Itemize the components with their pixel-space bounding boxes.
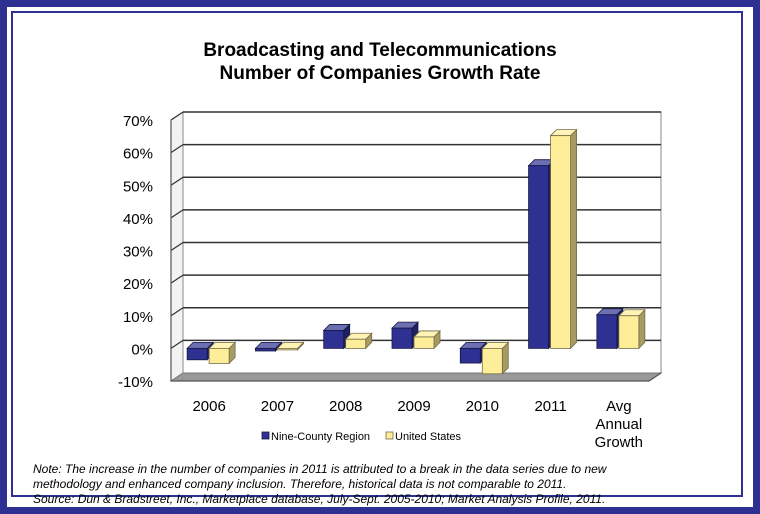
legend-swatch [385,431,394,440]
note-line-2: methodology and enhanced company inclusi… [33,477,567,491]
bar [277,347,298,351]
chart-title: Broadcasting and Telecommunications [203,40,557,61]
gridline-side [170,144,184,154]
y-tick-label: 70% [123,113,153,130]
y-tick-label: -10% [118,374,153,391]
x-tick-label: 2010 [466,398,499,415]
legend-swatch [261,431,270,440]
bar [596,314,618,349]
gridline-side [170,307,184,317]
x-tick-label: 2008 [329,398,362,415]
bar [459,347,481,364]
bar [208,347,230,364]
bar [391,327,413,349]
y-tick-label: 0% [131,341,153,358]
gridline-side [170,339,184,349]
gridline-side [170,176,184,186]
bar-side [570,128,577,350]
x-axis-end [648,372,662,382]
bar [481,347,503,375]
y-tick-label: 60% [123,146,153,163]
inner-frame [11,11,743,497]
y-tick-label: 10% [123,309,153,326]
note-line-1: Note: The increase in the number of comp… [33,462,607,476]
gridline-side [170,242,184,251]
chart-floor [169,372,663,382]
x-tick-label: 2009 [397,398,430,415]
gridline-side [170,274,184,284]
bar [413,336,435,349]
gridline-side [170,111,184,121]
bar-side [638,308,646,350]
y-tick-label: 40% [123,211,153,228]
x-tick-label: 2006 [192,398,225,415]
y-tick-label: 30% [123,244,153,261]
legend-label: United States [395,431,462,443]
x-tick-label: 2007 [261,398,294,415]
x-tick-label: Avg [606,398,632,415]
x-tick-label: 2011 [534,398,566,415]
bar [550,135,571,349]
bar [323,330,345,349]
y-tick-label: 50% [123,178,153,195]
bar [528,165,549,349]
y-tick-label: 20% [123,276,153,293]
chart-subtitle: Number of Companies Growth Rate [219,63,541,84]
bar [255,347,276,352]
legend-label: Nine-County Region [271,431,370,443]
bar [618,315,640,349]
note-line-3: Source: Dun & Bradstreet, Inc., Marketpl… [33,492,606,506]
bar [345,338,367,349]
x-tick-label: Growth [595,434,643,451]
x-tick-label: Annual [595,416,642,433]
bar [186,347,208,361]
gridline-side [170,209,184,219]
